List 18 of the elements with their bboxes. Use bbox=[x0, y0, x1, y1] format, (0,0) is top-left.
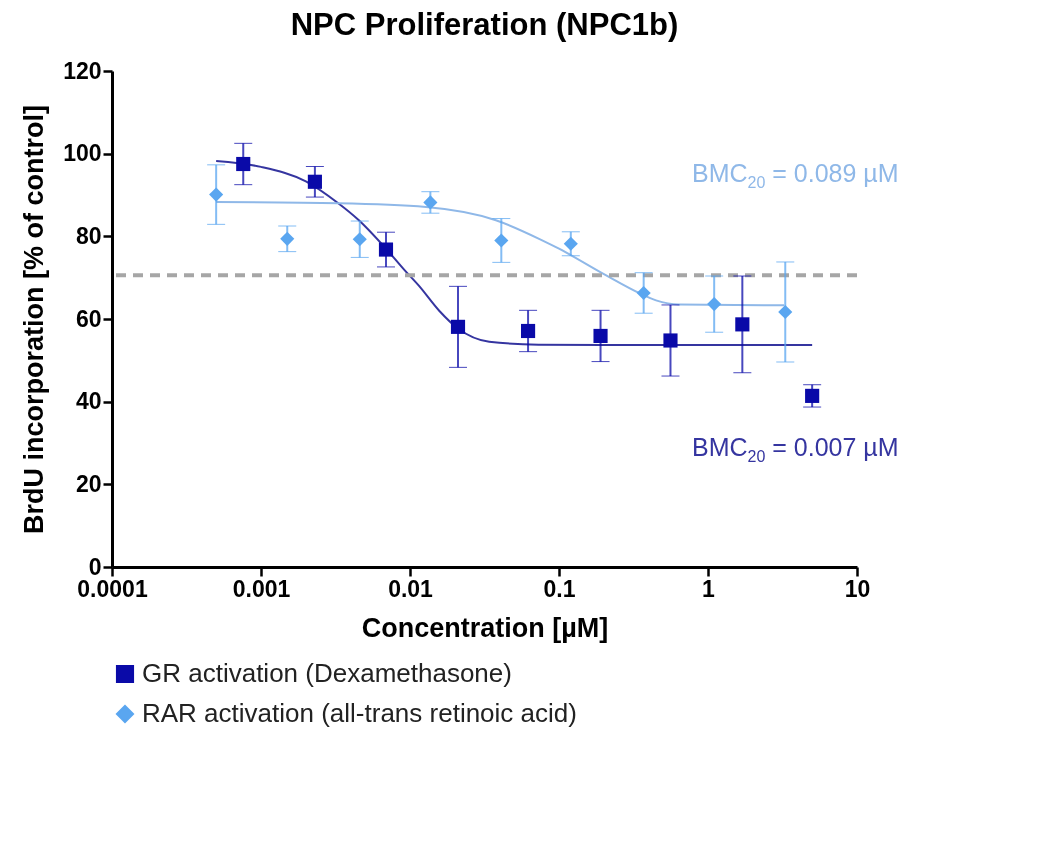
legend-label: RAR activation (all-trans retinoic acid) bbox=[142, 698, 577, 728]
y-tick-label: 120 bbox=[63, 57, 102, 84]
y-tick-label: 100 bbox=[63, 140, 102, 167]
annotation-text: BMC$_{20}$ = 0.007 µM bbox=[692, 433, 899, 466]
annotation-text: BMC$_{20}$ = 0.089 µM bbox=[692, 159, 899, 192]
x-tick-label: 0.01 bbox=[388, 575, 434, 602]
x-tick-label: 1 bbox=[702, 575, 716, 602]
y-tick-label: 60 bbox=[75, 305, 102, 332]
legend-label: GR activation (Dexamethasone) bbox=[142, 658, 512, 688]
chart-title: NPC Proliferation (NPC1b) bbox=[290, 7, 679, 42]
x-tick-label: 10 bbox=[844, 575, 871, 602]
y-tick-label: 20 bbox=[75, 470, 102, 497]
x-axis-title: Concentration [µM] bbox=[361, 612, 609, 643]
y-axis-title: BrdU incorporation [% of control] bbox=[19, 105, 50, 534]
y-tick-label: 40 bbox=[75, 388, 102, 415]
x-tick-label: 0.1 bbox=[543, 575, 576, 602]
x-tick-label: 0.001 bbox=[232, 575, 291, 602]
y-tick-label: 80 bbox=[75, 222, 102, 249]
